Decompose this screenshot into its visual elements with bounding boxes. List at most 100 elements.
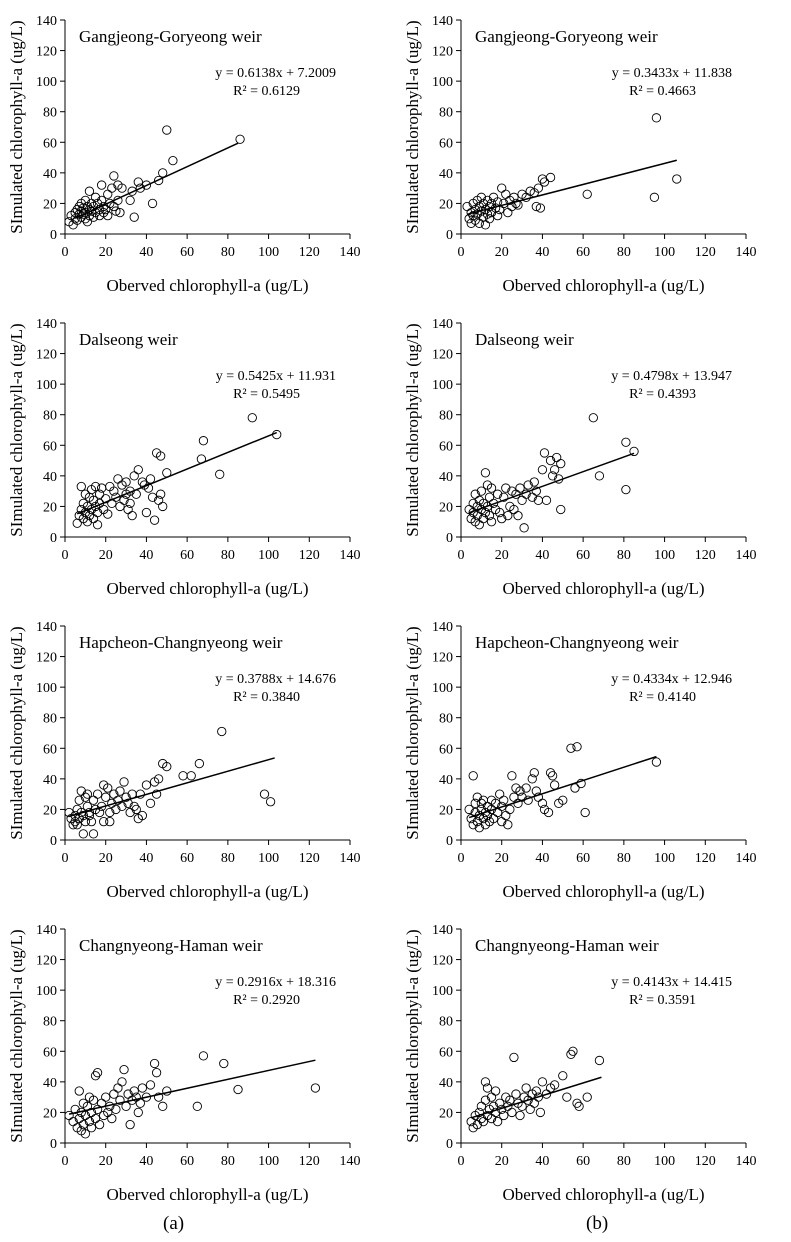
data-point bbox=[621, 484, 631, 495]
data-point bbox=[149, 1058, 160, 1069]
x-tick-label: 120 bbox=[299, 851, 320, 866]
data-point bbox=[90, 192, 101, 202]
y-tick-label: 20 bbox=[43, 803, 57, 818]
data-point bbox=[141, 780, 152, 790]
x-tick-label: 40 bbox=[535, 851, 549, 866]
y-tick-label: 40 bbox=[43, 773, 57, 788]
data-point bbox=[499, 1110, 509, 1121]
y-tick-label: 140 bbox=[36, 923, 57, 938]
r-squared-label: R² = 0.4663 bbox=[629, 84, 696, 99]
x-tick-label: 100 bbox=[258, 1154, 279, 1169]
data-point bbox=[523, 480, 533, 490]
data-point bbox=[147, 492, 158, 502]
data-point bbox=[78, 1120, 88, 1130]
data-point bbox=[76, 481, 86, 492]
x-tick-label: 140 bbox=[340, 851, 361, 866]
data-point bbox=[515, 1110, 525, 1121]
x-tick-label: 100 bbox=[258, 851, 279, 866]
regression-equation: y = 0.6138x + 7.2009 bbox=[215, 66, 336, 81]
data-point bbox=[109, 486, 119, 496]
data-point bbox=[117, 1077, 127, 1087]
data-point bbox=[533, 1092, 544, 1102]
x-tick-label: 60 bbox=[180, 245, 194, 260]
scatter-panel-a-dalseong: 0 20 40 60 80 100 120 140 0 20 40 60 80 100 120 140 Ober… bbox=[7, 317, 361, 598]
trendline bbox=[76, 431, 277, 515]
y-tick-label: 120 bbox=[432, 348, 453, 363]
y-tick-label: 40 bbox=[43, 167, 57, 182]
data-point bbox=[582, 1092, 592, 1102]
data-point bbox=[519, 523, 529, 533]
data-point bbox=[84, 186, 95, 196]
data-point bbox=[92, 1068, 103, 1078]
y-tick-label: 100 bbox=[36, 681, 57, 696]
data-point bbox=[549, 780, 560, 790]
data-point bbox=[507, 771, 517, 781]
data-point bbox=[505, 804, 515, 815]
x-tick-label: 20 bbox=[99, 1154, 113, 1169]
trendline bbox=[470, 1076, 602, 1119]
y-tick-label: 40 bbox=[439, 470, 453, 485]
data-point bbox=[480, 807, 491, 818]
x-tick-label: 80 bbox=[617, 548, 631, 563]
chart-title: Changnyeong-Haman weir bbox=[475, 936, 659, 955]
x-tick-label: 60 bbox=[576, 851, 590, 866]
x-axis-label: Oberved chlorophyll-a (ug/L) bbox=[106, 276, 308, 295]
chart-title: Hapcheon-Changnyeong weir bbox=[79, 633, 283, 652]
data-point bbox=[503, 820, 513, 830]
data-point bbox=[503, 207, 513, 218]
data-point bbox=[545, 455, 556, 466]
x-tick-label: 40 bbox=[535, 1154, 549, 1169]
y-tick-label: 60 bbox=[439, 439, 453, 454]
x-tick-label: 100 bbox=[654, 245, 675, 260]
data-point bbox=[137, 477, 148, 487]
data-point bbox=[141, 180, 152, 190]
data-point bbox=[247, 413, 257, 423]
data-point bbox=[484, 492, 495, 502]
x-tick-label: 20 bbox=[495, 548, 509, 563]
data-point bbox=[511, 1089, 521, 1099]
regression-equation: y = 0.4143x + 14.415 bbox=[611, 975, 732, 990]
x-tick-label: 80 bbox=[221, 851, 235, 866]
data-point bbox=[480, 1095, 491, 1105]
x-tick-label: 120 bbox=[695, 851, 716, 866]
data-point bbox=[153, 175, 164, 186]
x-axis-label: Oberved chlorophyll-a (ug/L) bbox=[502, 1185, 704, 1204]
y-tick-label: 100 bbox=[36, 75, 57, 90]
regression-equation: y = 0.4334x + 12.946 bbox=[611, 672, 732, 687]
data-point bbox=[215, 469, 225, 479]
x-tick-label: 20 bbox=[495, 851, 509, 866]
y-axis-label: SImulated chlorophyll-a (ug/L) bbox=[7, 929, 26, 1142]
data-point bbox=[147, 198, 158, 209]
data-point bbox=[121, 477, 131, 487]
y-tick-label: 0 bbox=[446, 228, 453, 243]
data-point bbox=[521, 783, 531, 793]
data-point bbox=[515, 786, 525, 796]
data-point bbox=[572, 1098, 582, 1108]
data-point bbox=[137, 810, 148, 821]
y-tick-label: 80 bbox=[439, 1015, 453, 1030]
chart-title: Changnyeong-Haman weir bbox=[79, 936, 263, 955]
data-point bbox=[186, 771, 196, 781]
data-point bbox=[259, 789, 270, 799]
data-point bbox=[468, 211, 478, 221]
x-axis-label: Oberved chlorophyll-a (ug/L) bbox=[502, 276, 704, 295]
data-point bbox=[501, 189, 511, 199]
r-squared-label: R² = 0.6129 bbox=[233, 84, 300, 99]
data-point bbox=[470, 798, 480, 808]
y-tick-label: 120 bbox=[432, 651, 453, 666]
data-point bbox=[545, 768, 556, 778]
data-point bbox=[501, 483, 511, 493]
data-point bbox=[517, 495, 527, 505]
data-point bbox=[162, 125, 172, 135]
y-tick-label: 100 bbox=[432, 75, 453, 90]
data-point bbox=[103, 509, 113, 519]
data-point bbox=[310, 1083, 321, 1093]
data-point bbox=[125, 195, 135, 206]
chart-title: Dalseong weir bbox=[79, 330, 178, 349]
data-point bbox=[476, 798, 487, 808]
data-point bbox=[86, 1123, 97, 1133]
y-axis-label: SImulated chlorophyll-a (ug/L) bbox=[7, 626, 26, 839]
y-tick-label: 60 bbox=[43, 1045, 57, 1060]
x-tick-label: 80 bbox=[617, 851, 631, 866]
